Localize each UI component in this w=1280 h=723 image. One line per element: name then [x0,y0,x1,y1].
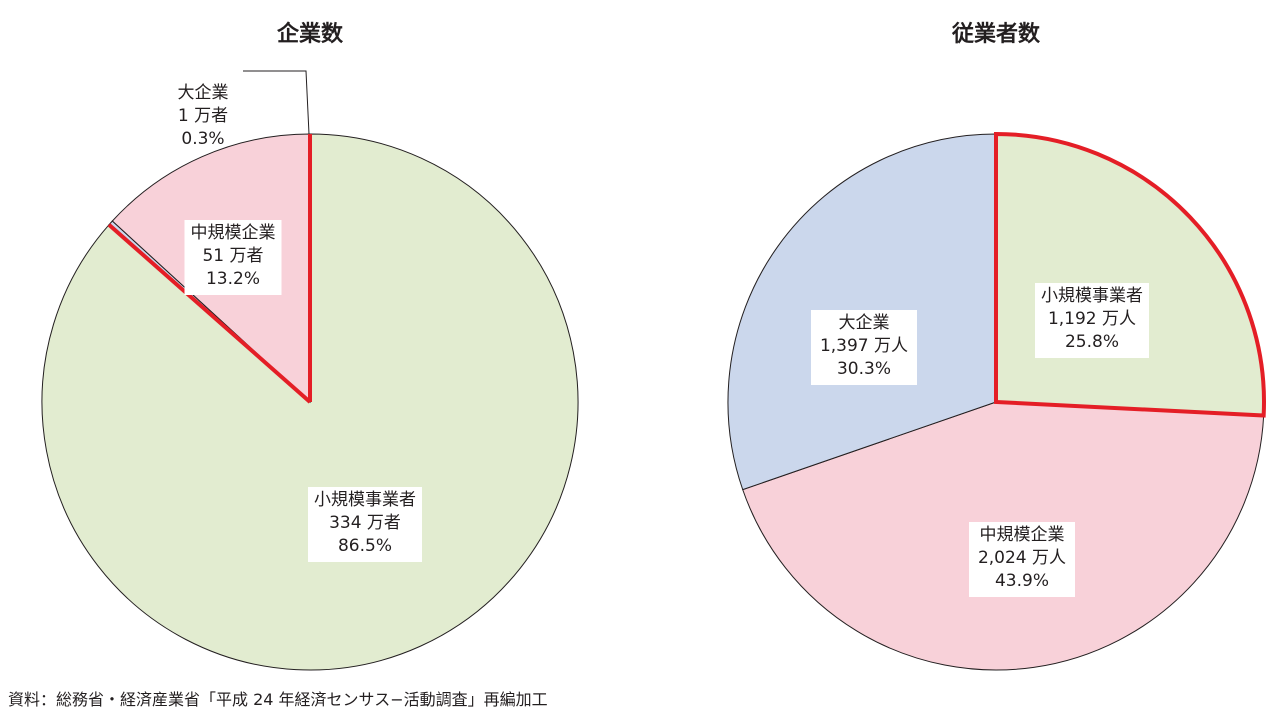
slice-label-value-label-0-2: 1 万者 [178,106,228,126]
slice-label-0-2: 大企業 1 万者 0.3% [178,83,229,149]
slice-label-percent-label-0-0: 86.5% [338,536,392,556]
highlight-outline-1 [994,131,1266,418]
slice-label-name-0-1: 中規模企業 [191,223,276,243]
slice-label-percent-label-1-0: 25.8% [1065,332,1119,352]
pie-slice-1-0 [995,133,1265,416]
slice-label-percent-label-1-2: 30.3% [837,359,891,379]
slice-label-box-0-0 [308,487,422,562]
slice-label-value-label-1-2: 1,397 万人 [820,336,908,356]
leader-line-0-2 [243,70,310,135]
slice-label-box-1-1 [969,522,1075,597]
slice-label-value-label-0-0: 334 万者 [329,513,401,533]
pie-chart-enterprises: 企業数 小規模事業者 334 万者 86.5% 中規模企業 51 万者 13.2% 大企業 1… [41,21,579,671]
slice-label-percent-label-0-2: 0.3% [181,129,224,149]
slice-label-0-0: 小規模事業者 334 万者 86.5% [308,487,422,562]
slice-label-1-1: 中規模企業 2,024 万人 43.9% [969,522,1075,597]
slice-label-name-0-0: 小規模事業者 [314,490,416,510]
slice-label-name-1-2: 大企業 [839,313,890,333]
slice-label-box-1-0 [1035,283,1149,358]
highlight-divider-0-0 [107,223,312,404]
slice-label-percent-label-1-1: 43.9% [995,571,1049,591]
slice-label-box-1-2 [811,310,917,385]
slice-label-1-0: 小規模事業者 1,192 万人 25.8% [1035,283,1149,358]
slice-label-name-1-0: 小規模事業者 [1041,286,1143,306]
slice-label-value-label-1-0: 1,192 万人 [1048,309,1136,329]
slice-label-value-label-1-1: 2,024 万人 [978,548,1066,568]
pie-chart-employees: 従業者数 小規模事業者 1,192 万人 25.8% 中規模企業 2,024 万人 43.… [727,21,1266,671]
slice-label-name-0-2: 大企業 [178,83,229,103]
slice-label-percent-label-0-1: 13.2% [206,269,260,289]
chart-title-enterprises: 企業数 [276,21,344,47]
slice-label-name-1-1: 中規模企業 [980,525,1065,545]
slice-label-1-2: 大企業 1,397 万人 30.3% [811,310,917,385]
slice-label-value-label-0-1: 51 万者 [202,246,263,266]
slice-label-0-1: 中規模企業 51 万者 13.2% [184,220,282,295]
chart-title-employees: 従業者数 [951,21,1041,47]
source-note: 資料：総務省・経済産業省「平成 24 年経済センサス−活動調査」再編加工 [8,690,548,709]
slice-label-box-0-1 [184,220,282,295]
